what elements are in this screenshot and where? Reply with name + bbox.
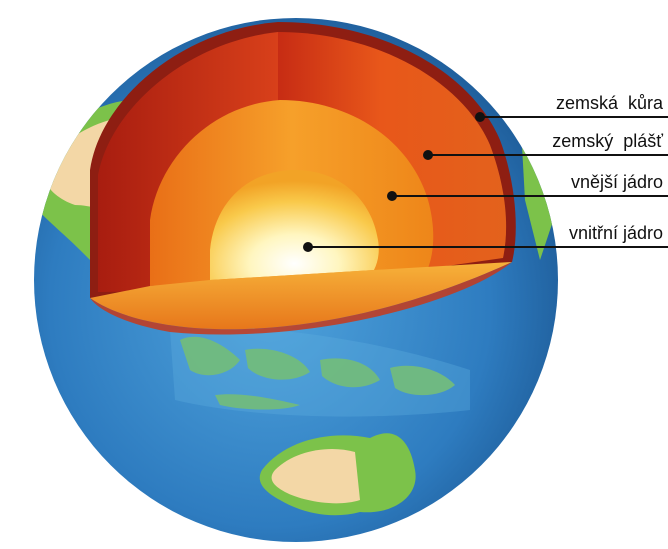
cutaway-floor-shell: [90, 262, 512, 335]
label-outer-core: vnější jádro: [571, 172, 663, 192]
label-inner-core: vnitřní jádro: [569, 223, 663, 243]
cutaway: [90, 22, 516, 335]
dot-mantle: [423, 150, 433, 160]
leader-dots: [303, 112, 485, 252]
label-crust: zemská kůra: [556, 93, 664, 113]
dot-outer-core: [387, 191, 397, 201]
shallow-sea: [170, 327, 470, 417]
islands-southeast-asia: [180, 336, 455, 410]
dot-inner-core: [303, 242, 313, 252]
desert-australia: [271, 449, 360, 504]
dot-crust: [475, 112, 485, 122]
label-mantle: zemský plášť: [552, 131, 663, 151]
cutaway-floor: [90, 262, 512, 330]
leaders: [308, 116, 668, 248]
layer-inner-core: [210, 170, 379, 280]
